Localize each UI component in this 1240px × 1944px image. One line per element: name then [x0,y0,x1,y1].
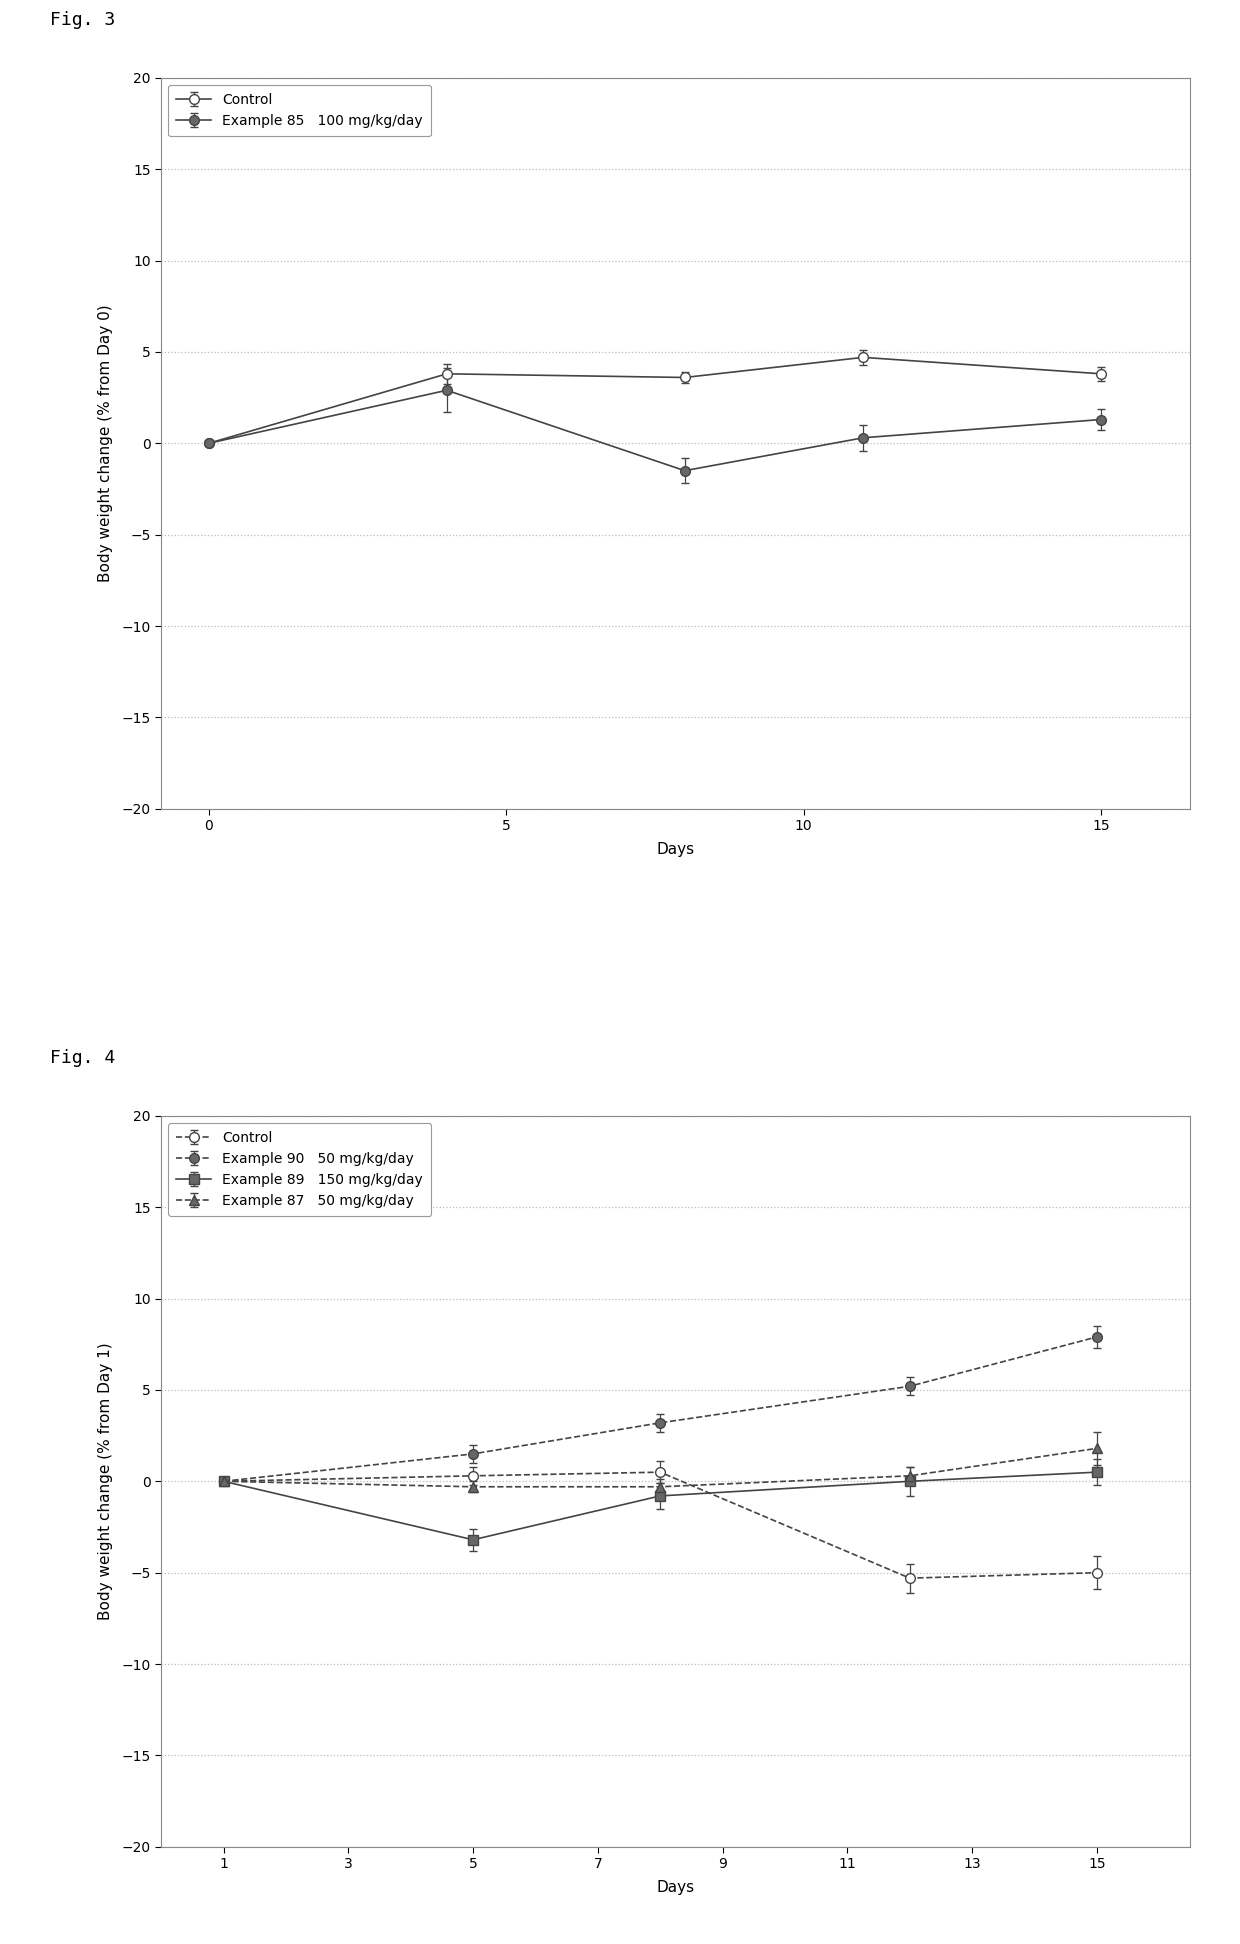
X-axis label: Days: Days [657,842,694,857]
Text: Fig. 4: Fig. 4 [50,1050,115,1067]
X-axis label: Days: Days [657,1880,694,1895]
Text: Fig. 3: Fig. 3 [50,12,115,29]
Y-axis label: Body weight change (% from Day 0): Body weight change (% from Day 0) [98,305,113,581]
Legend: Control, Example 85   100 mg/kg/day: Control, Example 85 100 mg/kg/day [169,86,432,136]
Legend: Control, Example 90   50 mg/kg/day, Example 89   150 mg/kg/day, Example 87   50 : Control, Example 90 50 mg/kg/day, Exampl… [169,1124,432,1217]
Y-axis label: Body weight change (% from Day 1): Body weight change (% from Day 1) [98,1343,113,1619]
